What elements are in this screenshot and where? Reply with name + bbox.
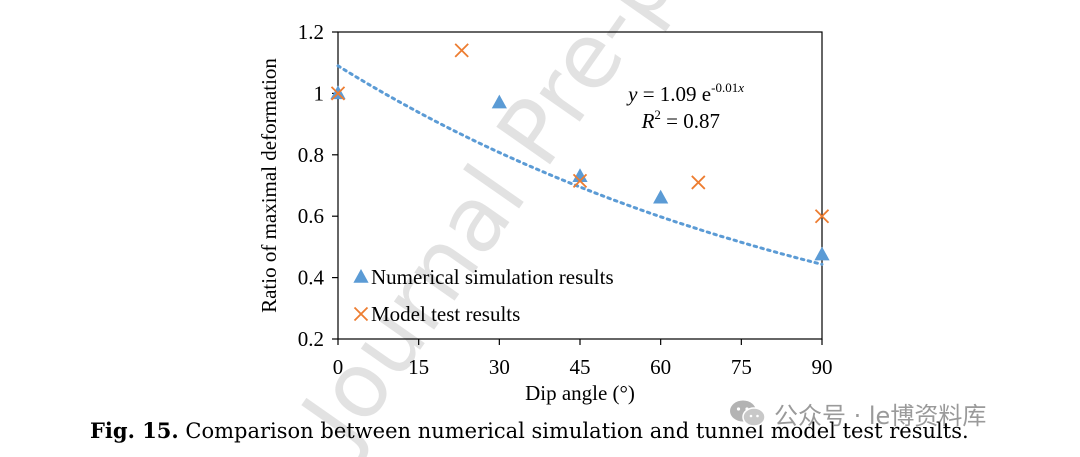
legend-marker-triangle	[353, 269, 369, 283]
x-tick-label: 75	[731, 355, 752, 379]
wechat-watermark: 公众号 · le博资料库	[728, 396, 986, 431]
figure-number: Fig. 15.	[90, 418, 179, 443]
point-model-test	[691, 175, 706, 190]
x-tick-label: 0	[333, 355, 344, 379]
x-axis-ticks: 0 15 30 45 60 75 90	[333, 339, 833, 379]
trendline-equation-text: y = 1.09 e-0.01x	[626, 80, 744, 106]
x-tick-label: 45	[570, 355, 591, 379]
x-tick-label: 15	[408, 355, 429, 379]
x-tick-label: 90	[812, 355, 833, 379]
x-tick-label: 60	[650, 355, 671, 379]
eq-exponent-x: x	[737, 80, 744, 95]
legend-item-model-test: Model test results	[353, 302, 520, 326]
trendline	[336, 64, 824, 266]
wechat-text: 公众号 · le博资料库	[774, 402, 987, 430]
wechat-icon	[730, 400, 766, 427]
trendline-equation: y = 1.09 e-0.01x R2 = 0.87	[626, 80, 744, 133]
y-tick-label: 1.2	[298, 20, 324, 44]
legend-label-numerical: Numerical simulation results	[371, 265, 614, 289]
point-model-test	[330, 86, 346, 101]
y-tick-label: 0.6	[298, 204, 324, 228]
legend-marker-x	[353, 306, 369, 322]
point-numerical-simulation	[572, 168, 588, 183]
r2-value: = 0.87	[661, 109, 720, 133]
point-numerical-simulation	[491, 94, 507, 109]
y-axis-label: Ratio of maximal deformation	[257, 58, 281, 313]
data-points	[330, 43, 830, 261]
point-numerical-simulation	[653, 189, 669, 204]
r2-r: R	[641, 109, 655, 133]
point-model-test	[814, 209, 830, 224]
point-numerical-simulation	[814, 246, 830, 261]
eq-exponent: -0.01	[711, 80, 738, 95]
legend-label-model-test: Model test results	[371, 302, 520, 326]
r-squared-text: R2 = 0.87	[641, 107, 720, 133]
y-tick-label: 0.4	[298, 266, 325, 290]
y-tick-label: 0.2	[298, 327, 324, 351]
r2-sup: 2	[654, 107, 661, 122]
eq-body: = 1.09 e	[637, 82, 711, 106]
caption-text: Comparison between numerical simulation …	[178, 419, 969, 443]
x-tick-label: 30	[489, 355, 510, 379]
eq-y: y	[626, 82, 638, 106]
y-tick-label: 0.8	[298, 143, 324, 167]
point-model-test	[572, 173, 588, 189]
legend-item-numerical: Numerical simulation results	[353, 265, 614, 289]
y-axis-ticks: 0.2 0.4 0.6 0.8 1 1.2	[298, 20, 338, 351]
x-axis-label: Dip angle (°)	[525, 381, 635, 405]
figure-caption: Fig. 15. Comparison between numerical si…	[90, 418, 969, 443]
legend: Numerical simulation results Model test …	[353, 265, 614, 326]
y-tick-label: 1	[314, 81, 325, 105]
point-model-test	[454, 43, 469, 58]
